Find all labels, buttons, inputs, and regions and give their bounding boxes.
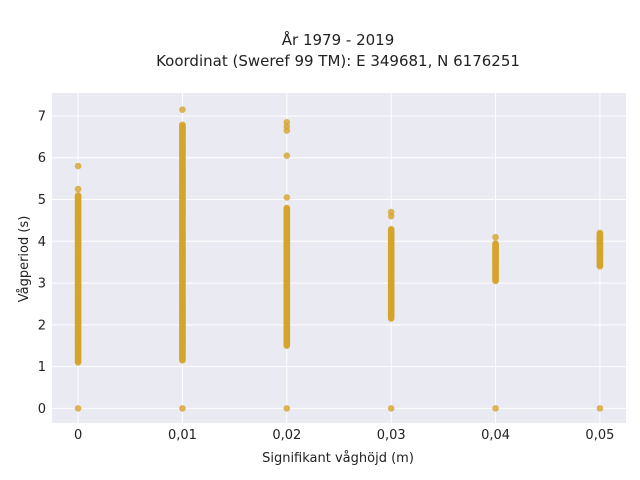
- data-point: [283, 118, 291, 126]
- point-column: [596, 229, 604, 412]
- point-column: [283, 118, 291, 412]
- x-tick-label: 0,04: [481, 428, 510, 443]
- data-point: [387, 208, 395, 216]
- x-tick-label: 0,03: [377, 428, 406, 443]
- data-point: [179, 121, 186, 129]
- data-point: [74, 185, 82, 193]
- y-tick-label: 6: [38, 151, 46, 166]
- y-tick-label: 7: [38, 109, 46, 124]
- y-tick-label: 5: [38, 193, 46, 208]
- point-column: [492, 233, 499, 412]
- y-axis-ticks: 0 1 2 3 4 5 6 7: [38, 109, 46, 416]
- data-point: [283, 405, 291, 412]
- data-point: [596, 229, 604, 237]
- y-tick-label: 0: [38, 402, 46, 417]
- chart-title-line2: Koordinat (Sweref 99 TM): E 349681, N 61…: [156, 52, 520, 70]
- data-point: [74, 162, 82, 170]
- x-tick-label: 0: [74, 428, 82, 443]
- y-tick-label: 3: [38, 277, 46, 292]
- data-point: [283, 152, 291, 159]
- data-point: [179, 106, 186, 114]
- data-point: [387, 225, 395, 233]
- point-column: [387, 208, 395, 412]
- x-axis-ticks: 0 0,01 0,02 0,03 0,04 0,05: [74, 428, 614, 443]
- data-point: [74, 405, 82, 412]
- data-points: [74, 106, 604, 412]
- plot-area: [52, 93, 626, 423]
- y-tick-label: 1: [38, 360, 46, 375]
- data-point: [179, 405, 186, 412]
- data-point: [283, 194, 291, 201]
- x-axis-label: Signifikant våghöjd (m): [262, 451, 414, 466]
- data-point: [492, 405, 499, 412]
- point-column: [179, 106, 186, 412]
- data-point: [283, 204, 291, 212]
- point-column: [74, 162, 82, 412]
- x-tick-label: 0,05: [585, 428, 614, 443]
- chart-title-line1: År 1979 - 2019: [282, 30, 395, 49]
- data-point: [596, 405, 604, 412]
- data-point: [492, 233, 499, 241]
- y-tick-label: 2: [38, 318, 46, 333]
- data-point: [492, 240, 499, 247]
- x-tick-label: 0,02: [272, 428, 301, 443]
- y-axis-label: Vågperiod (s): [17, 216, 32, 303]
- data-point: [387, 405, 395, 412]
- x-tick-label: 0,01: [168, 428, 197, 443]
- data-point: [74, 192, 82, 199]
- y-tick-label: 4: [38, 235, 46, 250]
